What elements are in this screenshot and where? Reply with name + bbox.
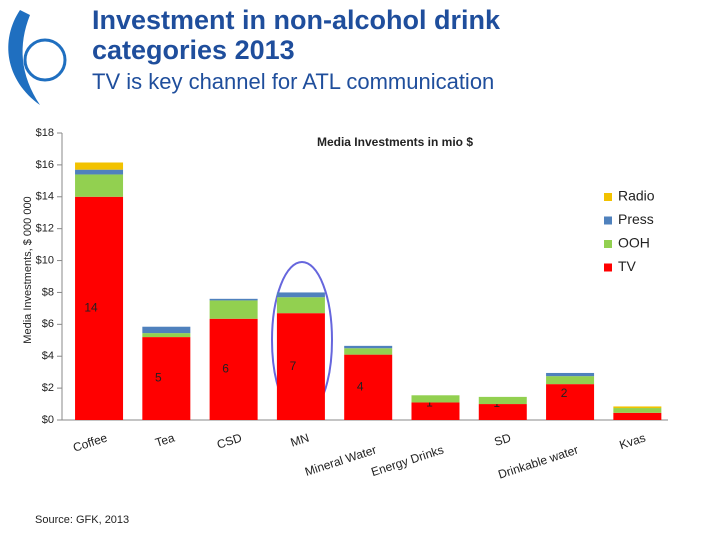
bar-segment — [613, 408, 662, 413]
legend-swatch — [604, 263, 612, 272]
legend-swatch — [604, 193, 612, 201]
title-line: Investment in non-alcohol drink categorie… — [92, 5, 501, 65]
value-label: 2 — [561, 386, 568, 400]
bar-segment — [209, 300, 258, 319]
bar-segment — [142, 337, 191, 420]
bar-segment — [546, 372, 595, 377]
x-tick-label: SD — [493, 430, 513, 449]
bar-segment — [546, 376, 595, 385]
value-label: 5 — [155, 371, 162, 385]
bar-segment — [344, 354, 393, 420]
bar-segment — [344, 348, 393, 355]
x-tick-label: Tea — [154, 430, 177, 449]
y-tick-label: $2 — [42, 382, 54, 394]
value-label: 6 — [222, 362, 229, 376]
legend-swatch — [604, 240, 612, 248]
bar-segment — [478, 396, 527, 405]
x-tick-label: Coffee — [71, 430, 109, 454]
x-tick-label: Kvas — [618, 431, 648, 453]
legend-label: Press — [618, 211, 654, 227]
x-tick-label: Energy Drinks — [369, 443, 445, 480]
bar-segment — [209, 298, 258, 301]
bar-segment — [411, 395, 460, 403]
value-label: 4 — [357, 379, 364, 393]
bar-segment — [411, 402, 460, 420]
chart-title: Media Investments in mio $ — [317, 135, 473, 149]
bar-segment — [478, 404, 527, 420]
x-tick-label: MN — [289, 431, 311, 450]
y-tick-label: $16 — [36, 159, 54, 171]
subtitle: TV is key channel for ATL communication — [92, 69, 494, 94]
bar-segment — [75, 162, 124, 170]
y-tick-label: $4 — [42, 350, 54, 362]
legend-swatch — [604, 216, 612, 225]
bar-segment — [546, 384, 595, 420]
legend-label: OOH — [618, 235, 650, 251]
bar-segment — [75, 169, 124, 175]
bar-segment — [75, 174, 124, 197]
value-label: 14 — [84, 301, 98, 315]
bar-segment — [276, 313, 325, 420]
y-tick-label: $18 — [36, 127, 54, 139]
y-tick-label: $12 — [36, 223, 54, 235]
bar-segment — [142, 326, 191, 334]
bar-segment — [613, 412, 662, 420]
bar-segment — [613, 406, 662, 409]
value-label: 7 — [290, 359, 297, 373]
bar-segment — [344, 345, 393, 349]
legend-label: TV — [618, 258, 637, 274]
legend-label: Radio — [618, 188, 655, 204]
y-axis-label: Media Investments, $ 000 000 — [22, 196, 34, 343]
bar-segment — [209, 318, 258, 420]
bar-segment — [276, 297, 325, 314]
y-tick-label: $8 — [42, 286, 54, 298]
bar-segment — [75, 196, 124, 420]
y-tick-label: $0 — [42, 414, 54, 426]
y-tick-label: $6 — [42, 318, 54, 330]
logo-swoosh — [8, 10, 40, 105]
x-tick-label: CSD — [215, 430, 244, 451]
bar-segment — [276, 292, 325, 298]
x-tick-label: Mineral Water — [303, 443, 378, 479]
y-tick-label: $10 — [36, 254, 54, 266]
y-tick-label: $14 — [36, 191, 54, 203]
x-tick-label: Drinkable water — [496, 443, 580, 482]
source: Source: GFK, 2013 — [35, 514, 129, 526]
logo-circle — [23, 38, 67, 82]
bar-segment — [142, 333, 191, 338]
